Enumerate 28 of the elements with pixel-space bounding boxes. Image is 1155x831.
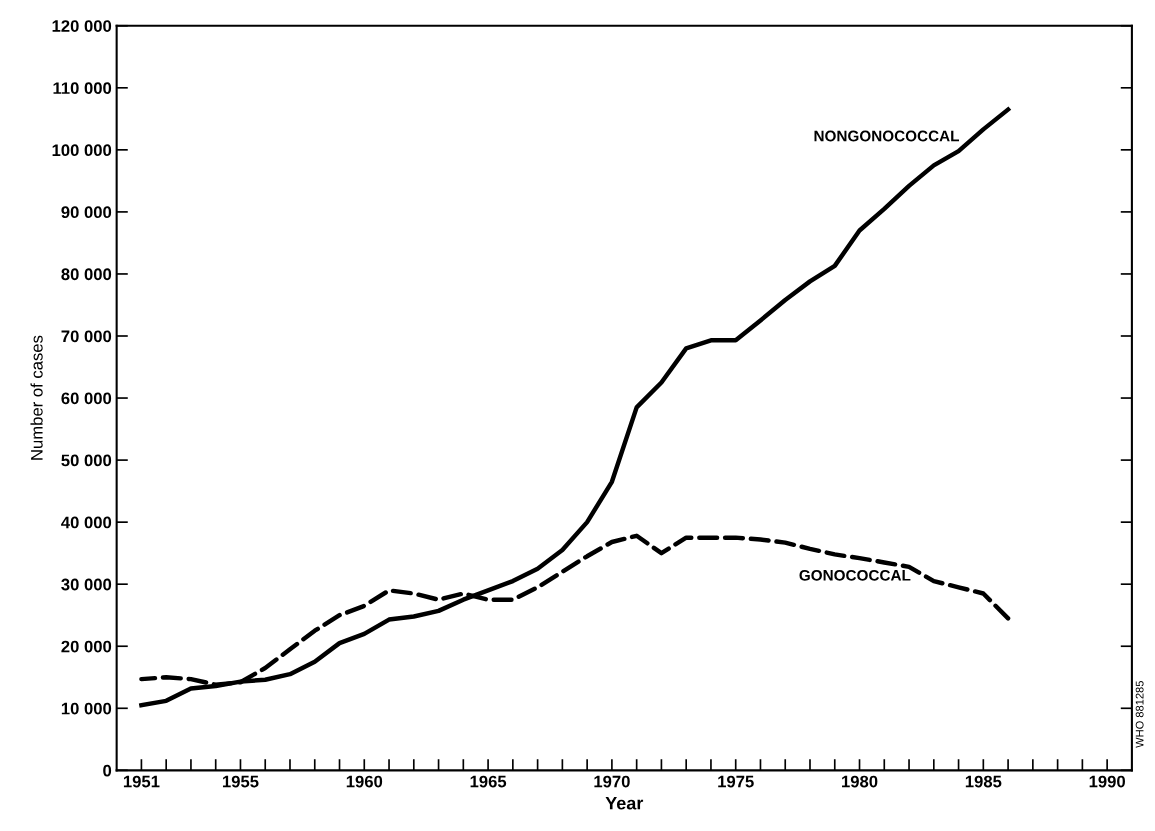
y-tick-label: 70 000 [61,330,112,343]
x-tick-label: 1970 [594,775,630,788]
y-axis-title: Number of cases [30,335,43,460]
y-tick-label: 10 000 [61,702,112,715]
series-label: GONOCOCCAL [799,569,911,581]
x-axis-title: Year [605,796,644,810]
x-tick-label: 1980 [842,775,878,788]
y-tick-label: 0 [103,764,112,777]
y-tick-label: 50 000 [61,454,112,467]
x-tick-label: 1955 [222,775,259,788]
y-tick-label: 120 000 [52,20,112,32]
line-series [139,107,1011,708]
y-tick-label: 100 000 [52,144,112,157]
y-tick-label: 110 000 [53,82,112,95]
y-tick-label: 20 000 [61,640,112,653]
x-tick-label: 1990 [1089,775,1125,788]
y-tick-label: 30 000 [61,578,112,591]
y-tick-label: 60 000 [61,392,112,405]
x-tick-label: 1965 [470,775,507,788]
x-tick-label: 1960 [346,775,383,788]
y-tick-label: 80 000 [61,268,112,281]
y-tick-label: 90 000 [61,206,112,219]
series-label: NONGONOCOCCAL [814,130,960,142]
text: WHO 881285 [1135,681,1144,748]
x-tick-label: 1985 [965,775,1002,788]
x-tick-label: 1951 [123,775,160,788]
y-tick-label: 40 000 [61,516,112,529]
x-tick-label: 1975 [718,775,754,788]
